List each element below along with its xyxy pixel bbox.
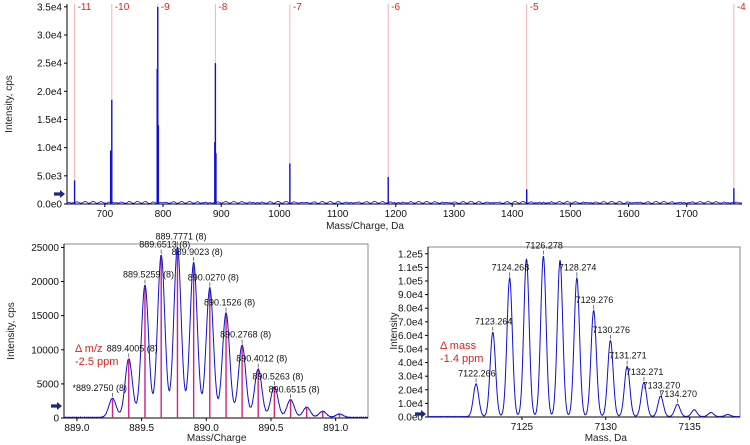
peak-label: 7134.270 bbox=[659, 389, 697, 399]
peak-label: 7133.270 bbox=[643, 381, 681, 391]
y-tick-label: 0.0e0 bbox=[37, 200, 62, 211]
charge-state-label: -6 bbox=[391, 2, 400, 13]
x-tick-label: 800 bbox=[155, 209, 172, 220]
x-tick-label: 7135 bbox=[679, 422, 702, 433]
peak-label: 890.6515 (8) bbox=[269, 384, 320, 394]
x-tick-label: 889.5 bbox=[129, 423, 154, 434]
y-tick-label: 0.0e0 bbox=[398, 413, 423, 424]
y-tick-label: 7.0e4 bbox=[398, 317, 423, 328]
x-tick-label: 890.0 bbox=[194, 423, 219, 434]
annotation-line: Δ mass bbox=[440, 340, 477, 352]
peak-label: 889.9023 (8) bbox=[172, 247, 223, 257]
annotation-line: Δ m/z bbox=[75, 343, 103, 355]
peak-label: 889.5259 (8) bbox=[123, 270, 174, 280]
y-tick-label: 1.2e5 bbox=[398, 249, 423, 260]
peak-label: 7126.278 bbox=[525, 241, 563, 251]
deconvoluted-mass-panel: 0.0e0 1.0e4 2.0e4 3.0e4 4.0e4 5.0e4 6.0e4 7.0e4… bbox=[389, 241, 741, 444]
peak-label: 890.0270 (8) bbox=[188, 272, 239, 282]
deconvoluted-mass-trace bbox=[427, 255, 740, 418]
x-tick-label: 1100 bbox=[327, 209, 349, 220]
peak-label: *889.2750 (8) bbox=[73, 383, 128, 393]
x-tick-label: 1300 bbox=[443, 209, 466, 220]
charge-state-label: -7 bbox=[293, 2, 302, 13]
y-tick-label: 2.0e4 bbox=[398, 385, 423, 396]
y-tick-label: 5.0e3 bbox=[37, 171, 62, 182]
peak-label: 7131.271 bbox=[609, 351, 647, 361]
isotope-profile-trace bbox=[63, 246, 368, 419]
x-tick-label: 7130 bbox=[595, 422, 618, 433]
peak-label: 7132.271 bbox=[626, 367, 664, 377]
x-tick-label: 1000 bbox=[268, 209, 291, 220]
peak-label: 7124.268 bbox=[492, 262, 530, 272]
y-axis-label: Intensity, cps bbox=[4, 75, 15, 133]
x-tick-label: 890.5 bbox=[258, 423, 283, 434]
y-tick-label: 10000 bbox=[31, 345, 59, 356]
peak-label: 7123.264 bbox=[475, 317, 513, 327]
charge-state-label: -5 bbox=[530, 2, 539, 13]
y-tick-label: 5.0e4 bbox=[398, 345, 423, 356]
y-tick-label: 6.0e4 bbox=[398, 331, 423, 342]
y-tick-label: 1.0e5 bbox=[398, 277, 423, 288]
peak-label: 890.4012 (8) bbox=[236, 354, 287, 364]
charge-state-label: -4 bbox=[737, 2, 746, 13]
y-tick-label: 2.0e4 bbox=[37, 87, 62, 98]
y-tick-label: 1.5e4 bbox=[37, 115, 62, 126]
y-tick-label: 0 bbox=[53, 414, 59, 425]
y-tick-label: 5000 bbox=[37, 379, 60, 390]
peak-label: 7128.274 bbox=[559, 262, 597, 272]
isotope-zoom-panel: 0 5000 10000 15000 20000 25000 889.0 889.5 890.0… bbox=[6, 231, 369, 444]
mass-spectrum-panel: -11 -10 -9 -8 -7 -6 -5 -4 0.0e0 5.0e3 1.0e4 1.5e4 2.… bbox=[4, 2, 746, 232]
peak-label: 7130.276 bbox=[592, 325, 630, 335]
y-tick-label: 3.0e4 bbox=[37, 30, 62, 41]
y-tick-label: 3.5e4 bbox=[37, 2, 62, 13]
y-axis-label: Intensity, cps bbox=[6, 302, 17, 360]
charge-state-label: -10 bbox=[115, 2, 130, 13]
baseline-arrow-icon bbox=[51, 402, 62, 410]
x-axis-label: Mass, Da bbox=[585, 433, 628, 444]
y-tick-label: 1.0e4 bbox=[398, 399, 423, 410]
x-tick-label: 1700 bbox=[676, 209, 699, 220]
peak-label: 7129.276 bbox=[576, 295, 614, 305]
y-tick-label: 20000 bbox=[31, 277, 59, 288]
x-tick-label: 7125 bbox=[511, 422, 534, 433]
annotation-line: -1.4 ppm bbox=[440, 353, 483, 365]
y-tick-label: 4.0e4 bbox=[398, 358, 423, 369]
y-tick-label: 25000 bbox=[31, 243, 59, 254]
y-tick-label: 8.0e4 bbox=[398, 304, 423, 315]
peak-label: 7122.266 bbox=[458, 368, 496, 378]
peak-label: 889.6513 (8) bbox=[139, 240, 190, 250]
y-tick-label: 1.0e4 bbox=[37, 143, 62, 154]
charge-state-label: -11 bbox=[78, 2, 92, 13]
y-tick-label: 2.5e4 bbox=[37, 59, 62, 70]
annotation-line: -2.5 ppm bbox=[75, 356, 118, 368]
y-tick-label: 9.0e4 bbox=[398, 290, 423, 301]
x-tick-label: 891.0 bbox=[323, 423, 348, 434]
baseline-noise bbox=[66, 200, 743, 205]
peak-label: 889.7771 (8) bbox=[155, 231, 206, 241]
x-tick-label: 900 bbox=[213, 209, 230, 220]
x-tick-label: 700 bbox=[96, 209, 113, 220]
y-tick-label: 3.0e4 bbox=[398, 372, 423, 383]
y-axis-label: Intensity bbox=[389, 312, 400, 349]
x-axis-label: Mass/Charge bbox=[187, 433, 247, 444]
y-tick-label: 15000 bbox=[31, 311, 59, 322]
charge-state-label: -9 bbox=[161, 2, 170, 13]
y-tick-label: 1.1e5 bbox=[398, 263, 423, 274]
peak-label: 890.5263 (8) bbox=[252, 371, 303, 381]
x-tick-label: 1600 bbox=[617, 209, 640, 220]
x-tick-label: 1500 bbox=[559, 209, 582, 220]
x-tick-label: 889.0 bbox=[64, 423, 89, 434]
x-tick-label: 1400 bbox=[501, 209, 524, 220]
baseline-arrow-icon bbox=[415, 410, 426, 418]
x-tick-label: 1200 bbox=[385, 209, 408, 220]
x-axis-label: Mass/Charge, Da bbox=[326, 221, 404, 232]
peak-label: 890.2768 (8) bbox=[220, 330, 271, 340]
charge-state-label: -8 bbox=[218, 2, 227, 13]
baseline-arrow-icon bbox=[54, 190, 65, 198]
peak-label: 889.4005 (8) bbox=[107, 343, 158, 353]
peak-label: 890.1526 (8) bbox=[204, 298, 255, 308]
